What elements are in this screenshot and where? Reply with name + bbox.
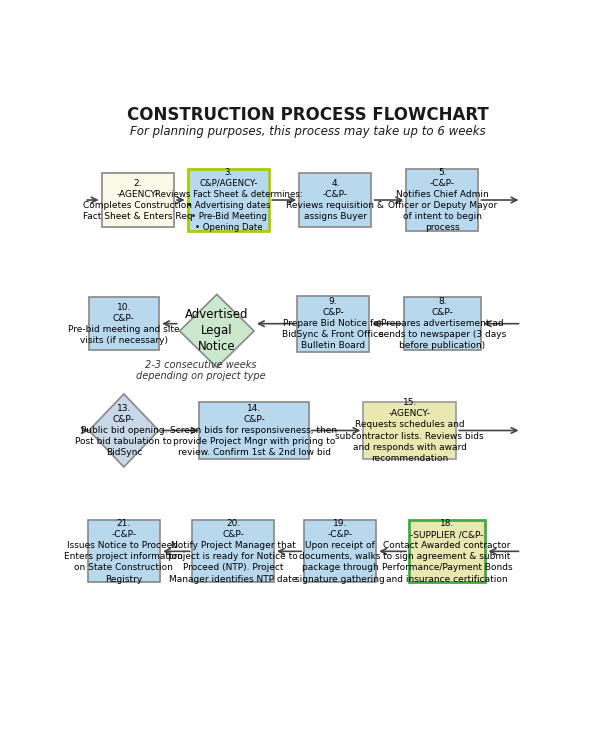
Text: 4.
-C&P-
Reviews requisition &
assigns Buyer: 4. -C&P- Reviews requisition & assigns B…: [286, 179, 385, 221]
FancyBboxPatch shape: [409, 520, 485, 583]
Text: 10.
C&P-
Pre-bid meeting and site
visits (if necessary): 10. C&P- Pre-bid meeting and site visits…: [68, 302, 179, 345]
Text: 3.
C&P/AGENCY-
Reviews Fact Sheet & determines:
• Advertising dates
• Pre-Bid Me: 3. C&P/AGENCY- Reviews Fact Sheet & dete…: [155, 168, 302, 232]
Text: CONSTRUCTION PROCESS FLOWCHART: CONSTRUCTION PROCESS FLOWCHART: [127, 106, 488, 123]
Polygon shape: [179, 294, 254, 367]
FancyBboxPatch shape: [299, 173, 371, 227]
Text: 9.
C&P-
Prepare Bid Notice for
BidSync & Front Office
Bulletin Board: 9. C&P- Prepare Bid Notice for BidSync &…: [282, 297, 384, 350]
Text: 2.
-AGENCY-
Completes Construction
Fact Sheet & Enters Req: 2. -AGENCY- Completes Construction Fact …: [83, 179, 193, 221]
FancyBboxPatch shape: [102, 173, 174, 227]
Text: 15.
-AGENCY-
Requests schedules and
subcontractor lists. Reviews bids
and respon: 15. -AGENCY- Requests schedules and subc…: [335, 399, 484, 463]
Polygon shape: [89, 394, 158, 467]
Text: 20.
C&P-
Notify Project Manager that
project is ready for Notice to
Proceed (NTP: 20. C&P- Notify Project Manager that pro…: [168, 519, 298, 583]
Text: 13.
C&P-
Public bid opening.
Post bid tabulation to
BidSync: 13. C&P- Public bid opening. Post bid ta…: [76, 404, 172, 457]
Text: Advertised
Legal
Notice: Advertised Legal Notice: [185, 309, 248, 353]
FancyBboxPatch shape: [304, 520, 376, 583]
FancyBboxPatch shape: [188, 169, 269, 231]
FancyBboxPatch shape: [364, 402, 457, 458]
Text: 18.
-SUPPLIER /C&P-
Contact Awarded contractor
to sign agreement & submit
Perfor: 18. -SUPPLIER /C&P- Contact Awarded cont…: [382, 519, 512, 583]
FancyBboxPatch shape: [89, 297, 158, 350]
FancyBboxPatch shape: [199, 402, 308, 458]
Text: 5.
-C&P-
Notifies Chief Admin
Officer or Deputy Mayor
of intent to begin
process: 5. -C&P- Notifies Chief Admin Officer or…: [388, 168, 497, 232]
FancyBboxPatch shape: [193, 520, 274, 583]
FancyBboxPatch shape: [404, 297, 481, 350]
FancyBboxPatch shape: [297, 296, 369, 352]
FancyBboxPatch shape: [88, 520, 160, 583]
Text: For planning purposes, this process may take up to 6 weeks: For planning purposes, this process may …: [130, 125, 485, 138]
FancyBboxPatch shape: [406, 169, 478, 231]
Text: 2-3 consecutive weeks
depending on project type: 2-3 consecutive weeks depending on proje…: [136, 360, 265, 381]
Text: 8.
C&P-
Prepares advertisement ad
sends to newspaper (3 days
before publication): 8. C&P- Prepares advertisement ad sends …: [379, 297, 506, 350]
Text: 19.
-C&P-
Upon receipt of
documents, walks
package through
signature gathering: 19. -C&P- Upon receipt of documents, wal…: [295, 519, 385, 583]
Text: 21.
-C&P-
Issues Notice to Proceed.
Enters project information
on State Construc: 21. -C&P- Issues Notice to Proceed. Ente…: [64, 519, 183, 583]
Text: 14.
C&P-
Screen bids for responsiveness, then
provide Project Mngr with pricing : 14. C&P- Screen bids for responsiveness,…: [170, 404, 338, 457]
